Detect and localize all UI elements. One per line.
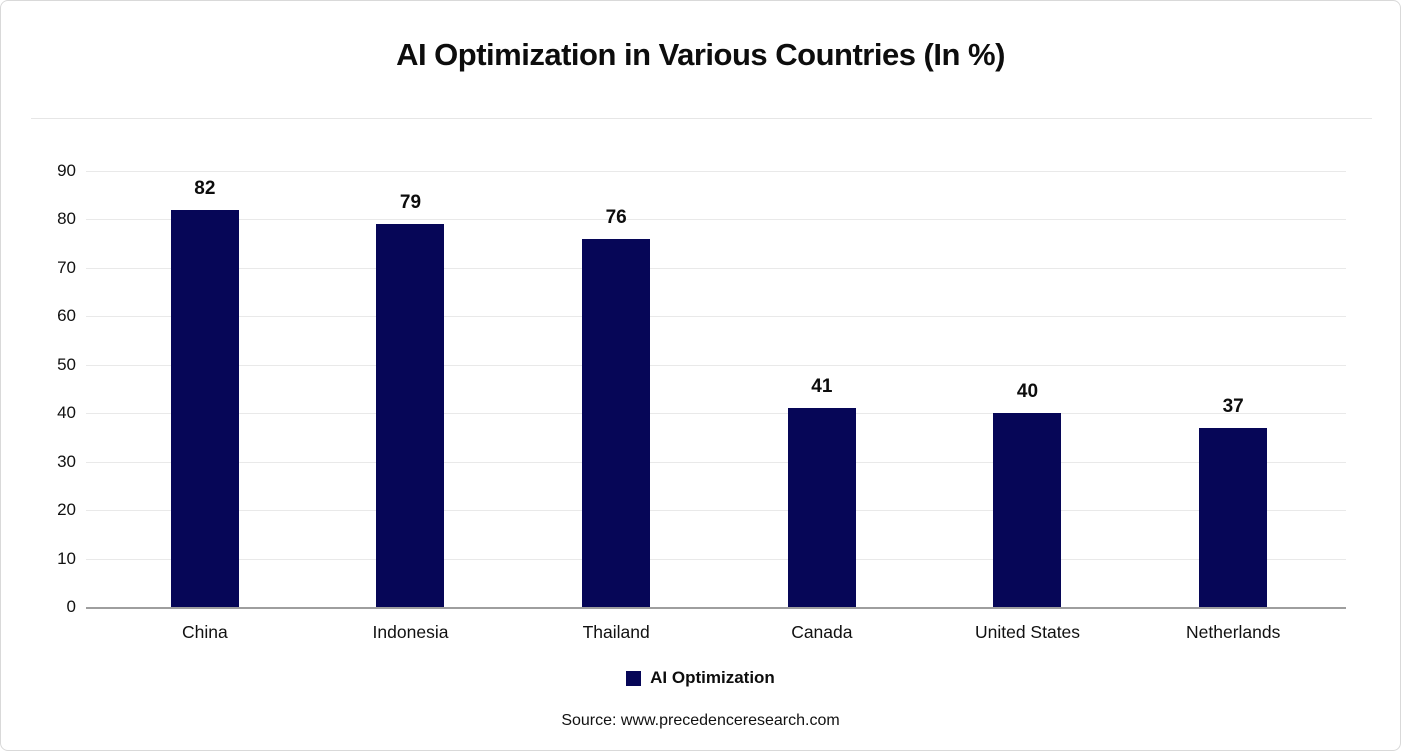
bar-slot: 37: [1130, 171, 1336, 607]
chart-title: AI Optimization in Various Countries (In…: [396, 37, 1005, 72]
bar-value-label: 40: [1016, 381, 1039, 403]
y-tick-label: 20: [57, 500, 76, 520]
bar-value-label: 41: [811, 376, 833, 398]
bar-slot: 40: [925, 171, 1131, 607]
x-axis-baseline: [86, 607, 1346, 609]
gridline: [86, 558, 1346, 560]
category-label-china: China: [181, 622, 228, 642]
gridline: [86, 413, 1346, 415]
gridline: [86, 219, 1346, 221]
y-tick-label: 30: [57, 451, 76, 471]
y-tick-label: 60: [57, 306, 76, 326]
x-axis-labels: China Indonesia Thailand Canada United State…: [102, 622, 1336, 643]
category-label-canada: Canada: [791, 622, 853, 642]
gridline: [86, 316, 1346, 318]
y-tick-label: 40: [57, 403, 76, 423]
plot-area: [86, 171, 1346, 609]
bar-slot: 79: [308, 171, 514, 607]
y-tick-label: 70: [57, 257, 76, 277]
bar-series: 82 79 76 41 40 37: [102, 171, 1336, 607]
bar-netherlands: [1199, 427, 1268, 607]
bar-united-states: [993, 413, 1062, 607]
bar-china: [170, 209, 239, 607]
source-text: Source: www.precedenceresearch.com: [561, 712, 840, 729]
bar-value-label: 82: [194, 177, 216, 199]
bar-slot: 82: [102, 171, 308, 607]
gridline: [86, 171, 1346, 172]
gridline: [86, 461, 1346, 463]
bar-value-label: 76: [605, 206, 627, 228]
category-label-united-states: United States: [974, 622, 1081, 642]
gridline: [86, 267, 1346, 269]
gridline: [86, 364, 1346, 366]
category-label-thailand: Thailand: [582, 622, 650, 642]
bar-indonesia: [376, 224, 445, 607]
legend-label: AI Optimization: [650, 668, 775, 687]
y-tick-label: 50: [57, 354, 76, 374]
gridline: [86, 510, 1346, 512]
category-label-netherlands: Netherlands: [1186, 622, 1281, 642]
category-label-indonesia: Indonesia: [372, 622, 449, 642]
y-tick-label: 0: [66, 597, 76, 616]
legend: AI Optimization: [1, 668, 1400, 688]
bar-canada: [787, 408, 856, 607]
y-tick-label: 80: [57, 209, 76, 229]
bar-thailand: [582, 238, 651, 607]
legend-swatch-icon: [626, 670, 642, 686]
bar-value-label: 79: [399, 192, 422, 214]
bar-slot: 76: [513, 171, 719, 607]
title-divider: [31, 118, 1372, 119]
y-tick-label: 10: [57, 548, 76, 568]
y-tick-label: 90: [57, 161, 76, 180]
bar-slot: 41: [719, 171, 925, 607]
bar-value-label: 37: [1222, 395, 1244, 417]
